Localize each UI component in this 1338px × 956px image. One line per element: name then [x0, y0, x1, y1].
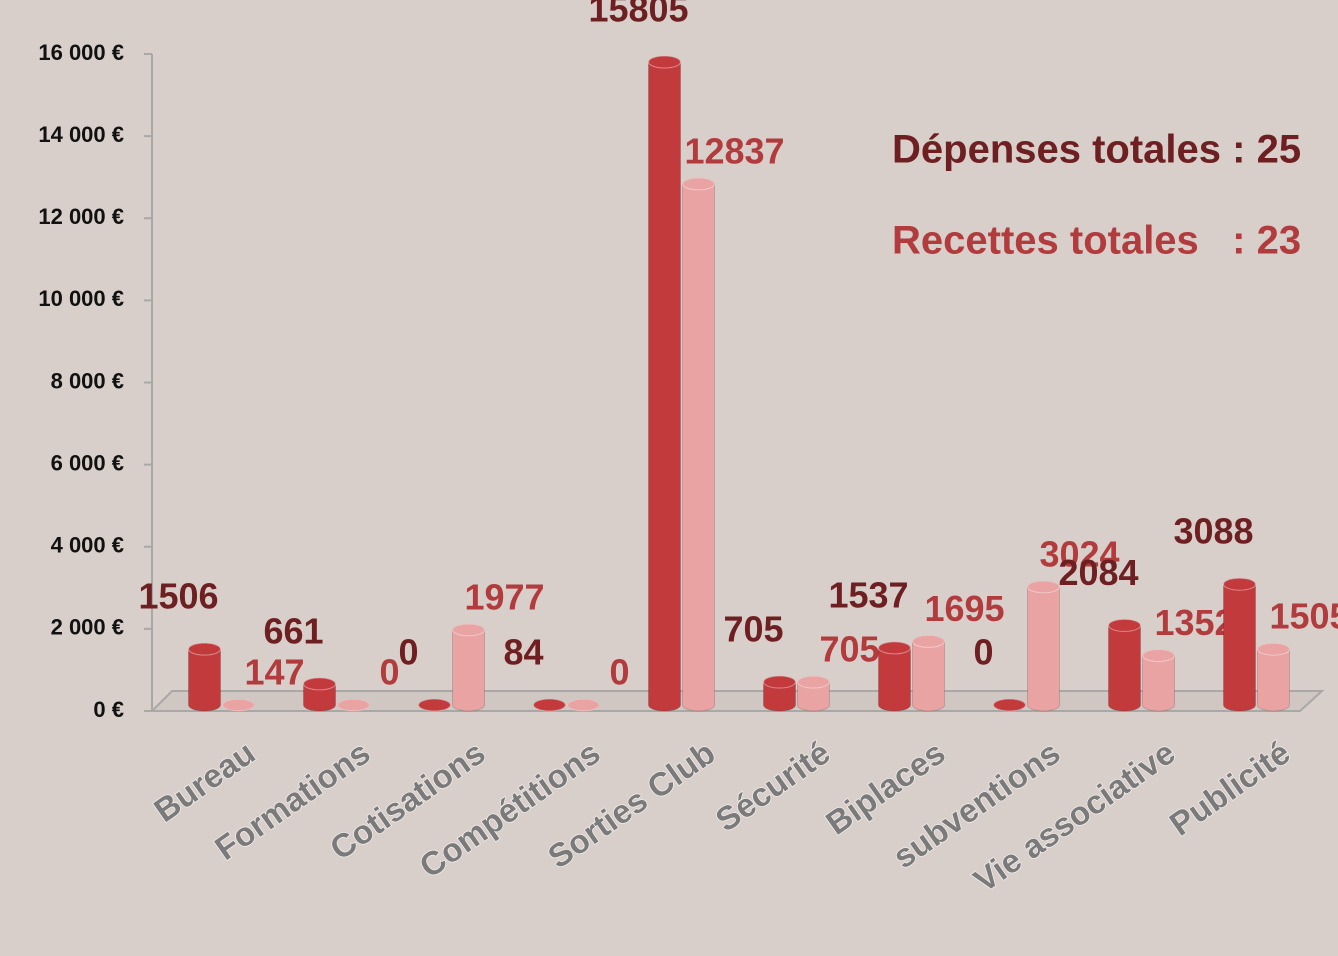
data-label: 3088 — [1173, 511, 1253, 552]
bar-top — [303, 677, 336, 691]
data-label: 1695 — [924, 588, 1004, 629]
bar-top — [1108, 618, 1141, 632]
y-tick-label: 16 000 € — [38, 40, 124, 65]
y-tick-label: 4 000 € — [51, 533, 124, 558]
data-label: 15805 — [588, 0, 688, 30]
bar-top — [337, 698, 370, 712]
bar-top — [188, 642, 221, 656]
bar-top — [912, 634, 945, 648]
data-label: 3024 — [1039, 533, 1119, 574]
data-label: 84 — [503, 632, 543, 673]
data-label: 1537 — [828, 574, 908, 615]
bar — [1027, 580, 1060, 712]
bar-top — [1257, 642, 1290, 656]
data-label: 661 — [263, 610, 323, 651]
bar — [1223, 577, 1256, 712]
data-label: 705 — [723, 609, 783, 650]
data-label: 147 — [244, 651, 304, 692]
bar — [682, 177, 715, 712]
x-tick-label: Publicité — [1163, 734, 1297, 843]
bar-top — [1223, 577, 1256, 591]
data-label: 0 — [398, 632, 418, 673]
data-label: 1977 — [464, 576, 544, 617]
data-label: 1505 — [1269, 596, 1338, 637]
bar — [452, 623, 485, 712]
bar-top — [763, 675, 796, 689]
annotation: Recettes totales : 23 — [892, 219, 1301, 263]
bar-top — [418, 698, 451, 712]
bar — [1108, 618, 1141, 712]
bar-top — [452, 623, 485, 637]
y-tick-label: 14 000 € — [38, 122, 124, 147]
y-tick-label: 2 000 € — [51, 615, 124, 640]
bar-top — [533, 698, 566, 712]
bar-top — [797, 675, 830, 689]
x-tick-label: Sécurité — [709, 734, 837, 839]
bar-top — [1027, 580, 1060, 594]
data-label: 1506 — [138, 576, 218, 617]
data-label: 0 — [379, 652, 399, 693]
data-label: 0 — [609, 652, 629, 693]
data-label: 2084 — [1058, 552, 1138, 593]
data-label: 12837 — [684, 130, 784, 171]
bar — [648, 55, 681, 712]
bar-top — [878, 641, 911, 655]
y-tick-label: 12 000 € — [38, 204, 124, 229]
bar-top — [682, 177, 715, 191]
data-label: 705 — [819, 629, 879, 670]
data-label: 0 — [973, 632, 993, 673]
bar-top — [222, 698, 255, 712]
y-tick-label: 10 000 € — [38, 286, 124, 311]
data-label: 1352 — [1154, 602, 1234, 643]
y-tick-label: 0 € — [93, 697, 124, 722]
annotation: Dépenses totales : 25 — [892, 128, 1301, 172]
bar-top — [567, 698, 600, 712]
y-tick-label: 6 000 € — [51, 450, 124, 475]
bar-top — [1142, 648, 1175, 662]
bar-top — [648, 55, 681, 69]
x-tick-label: Vie associative — [967, 734, 1182, 900]
bar-top — [993, 698, 1026, 712]
y-tick-label: 8 000 € — [51, 368, 124, 393]
